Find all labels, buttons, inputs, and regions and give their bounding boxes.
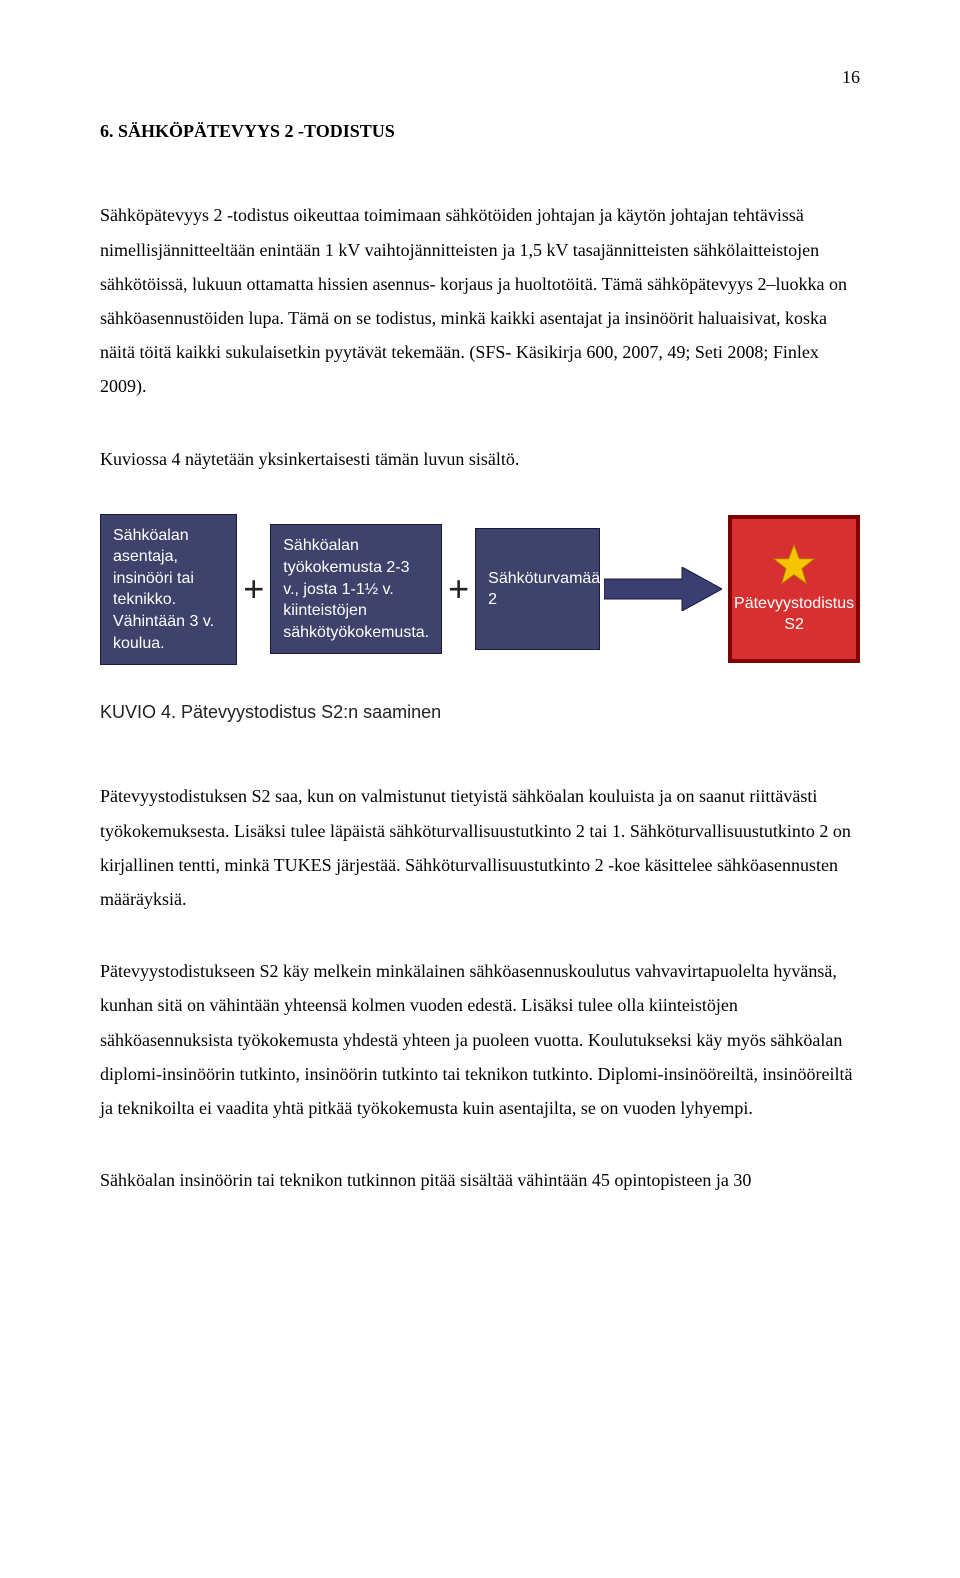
diagram-kuvio-4: Sähköalan asentaja, insinööri tai teknik… (100, 514, 860, 666)
section-heading: 6. SÄHKÖPÄTEVYYS 2 -TODISTUS (100, 114, 860, 148)
paragraph-3: Pätevyystodistuksen S2 saa, kun on valmi… (100, 779, 860, 916)
arrow-shape (604, 567, 722, 611)
paragraph-1: Sähköpätevyys 2 -todistus oikeuttaa toim… (100, 198, 860, 403)
result-label-bottom: S2 (784, 614, 804, 636)
diagram-box-experience: Sähköalan työkokemusta 2-3 v., josta 1-1… (270, 524, 442, 654)
diagram-row: Sähköalan asentaja, insinööri tai teknik… (100, 514, 860, 666)
plus-icon: + (446, 555, 471, 623)
diagram-box-safety: Sähköturvamääräys 2 (475, 528, 600, 650)
page-number: 16 (100, 60, 860, 94)
paragraph-5: Sähköalan insinöörin tai teknikon tutkin… (100, 1163, 860, 1197)
figure-caption: KUVIO 4. Pätevyystodistus S2:n saaminen (100, 695, 860, 729)
paragraph-2: Kuviossa 4 näytetään yksinkertaisesti tä… (100, 442, 860, 476)
star-icon (772, 543, 816, 587)
diagram-box-text: Sähköalan asentaja, insinööri tai teknik… (113, 525, 224, 655)
arrow-icon (604, 567, 722, 611)
plus-icon: + (241, 555, 266, 623)
result-label-top: Pätevyystodistus (734, 593, 854, 615)
diagram-result-box: Pätevyystodistus S2 (728, 515, 860, 663)
diagram-box-education: Sähköalan asentaja, insinööri tai teknik… (100, 514, 237, 666)
diagram-box-text: Sähköalan työkokemusta 2-3 v., josta 1-1… (283, 535, 429, 643)
paragraph-4: Pätevyystodistukseen S2 käy melkein mink… (100, 954, 860, 1125)
